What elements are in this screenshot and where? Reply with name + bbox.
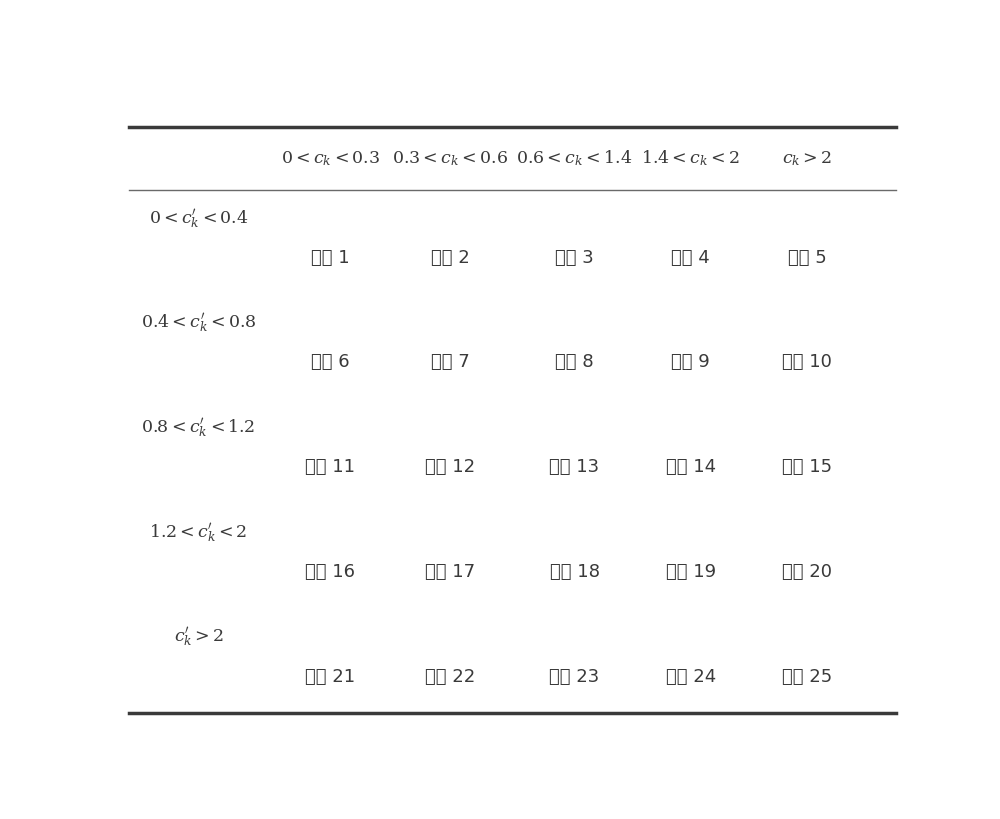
Text: $c_k^{\prime} > 2$: $c_k^{\prime} > 2$ — [174, 627, 224, 649]
Text: $c_k > 2$: $c_k > 2$ — [782, 149, 832, 168]
Text: $0 < c_k^{\prime} < 0.4$: $0 < c_k^{\prime} < 0.4$ — [149, 207, 248, 231]
Text: $0.6 < c_k < 1.4$: $0.6 < c_k < 1.4$ — [516, 148, 633, 168]
Text: $1.4 < c_k < 2$: $1.4 < c_k < 2$ — [641, 148, 740, 168]
Text: 情况 9: 情况 9 — [671, 354, 710, 372]
Text: $0.8 < c_k^{\prime} < 1.2$: $0.8 < c_k^{\prime} < 1.2$ — [141, 417, 256, 440]
Text: 情况 20: 情况 20 — [782, 563, 832, 581]
Text: $1.2 < c_k^{\prime} < 2$: $1.2 < c_k^{\prime} < 2$ — [149, 522, 248, 545]
Text: 情况 15: 情况 15 — [782, 458, 832, 476]
Text: $0.3 < c_k < 0.6$: $0.3 < c_k < 0.6$ — [392, 149, 509, 168]
Text: 情况 11: 情况 11 — [305, 458, 355, 476]
Text: 情况 1: 情况 1 — [311, 249, 350, 267]
Text: 情况 17: 情况 17 — [425, 563, 476, 581]
Text: 情况 6: 情况 6 — [311, 354, 350, 372]
Text: 情况 22: 情况 22 — [425, 667, 476, 686]
Text: 情况 14: 情况 14 — [666, 458, 716, 476]
Text: 情况 8: 情况 8 — [555, 354, 594, 372]
Text: 情况 16: 情况 16 — [305, 563, 355, 581]
Text: 情况 18: 情况 18 — [550, 563, 600, 581]
Text: 情况 19: 情况 19 — [666, 563, 716, 581]
Text: $0.4 < c_k^{\prime} < 0.8$: $0.4 < c_k^{\prime} < 0.8$ — [141, 312, 256, 335]
Text: $0 < c_k < 0.3$: $0 < c_k < 0.3$ — [281, 149, 380, 168]
Text: 情况 23: 情况 23 — [549, 667, 600, 686]
Text: 情况 7: 情况 7 — [431, 354, 470, 372]
Text: 情况 25: 情况 25 — [782, 667, 832, 686]
Text: 情况 24: 情况 24 — [666, 667, 716, 686]
Text: 情况 21: 情况 21 — [305, 667, 355, 686]
Text: 情况 3: 情况 3 — [555, 249, 594, 267]
Text: 情况 2: 情况 2 — [431, 249, 470, 267]
Text: 情况 12: 情况 12 — [425, 458, 476, 476]
Text: 情况 4: 情况 4 — [671, 249, 710, 267]
Text: 情况 5: 情况 5 — [788, 249, 826, 267]
Text: 情况 10: 情况 10 — [782, 354, 832, 372]
Text: 情况 13: 情况 13 — [549, 458, 600, 476]
